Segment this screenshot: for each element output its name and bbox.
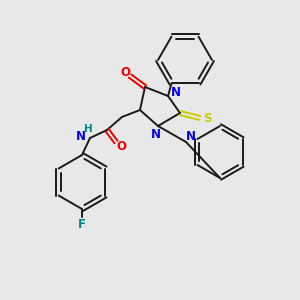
- Text: F: F: [78, 218, 86, 232]
- Text: N: N: [76, 130, 86, 142]
- Text: O: O: [116, 140, 126, 152]
- Text: O: O: [120, 67, 130, 80]
- Text: S: S: [203, 112, 211, 124]
- Text: N: N: [171, 86, 181, 100]
- Text: H: H: [84, 124, 92, 134]
- Text: N: N: [185, 130, 196, 142]
- Text: N: N: [151, 128, 161, 142]
